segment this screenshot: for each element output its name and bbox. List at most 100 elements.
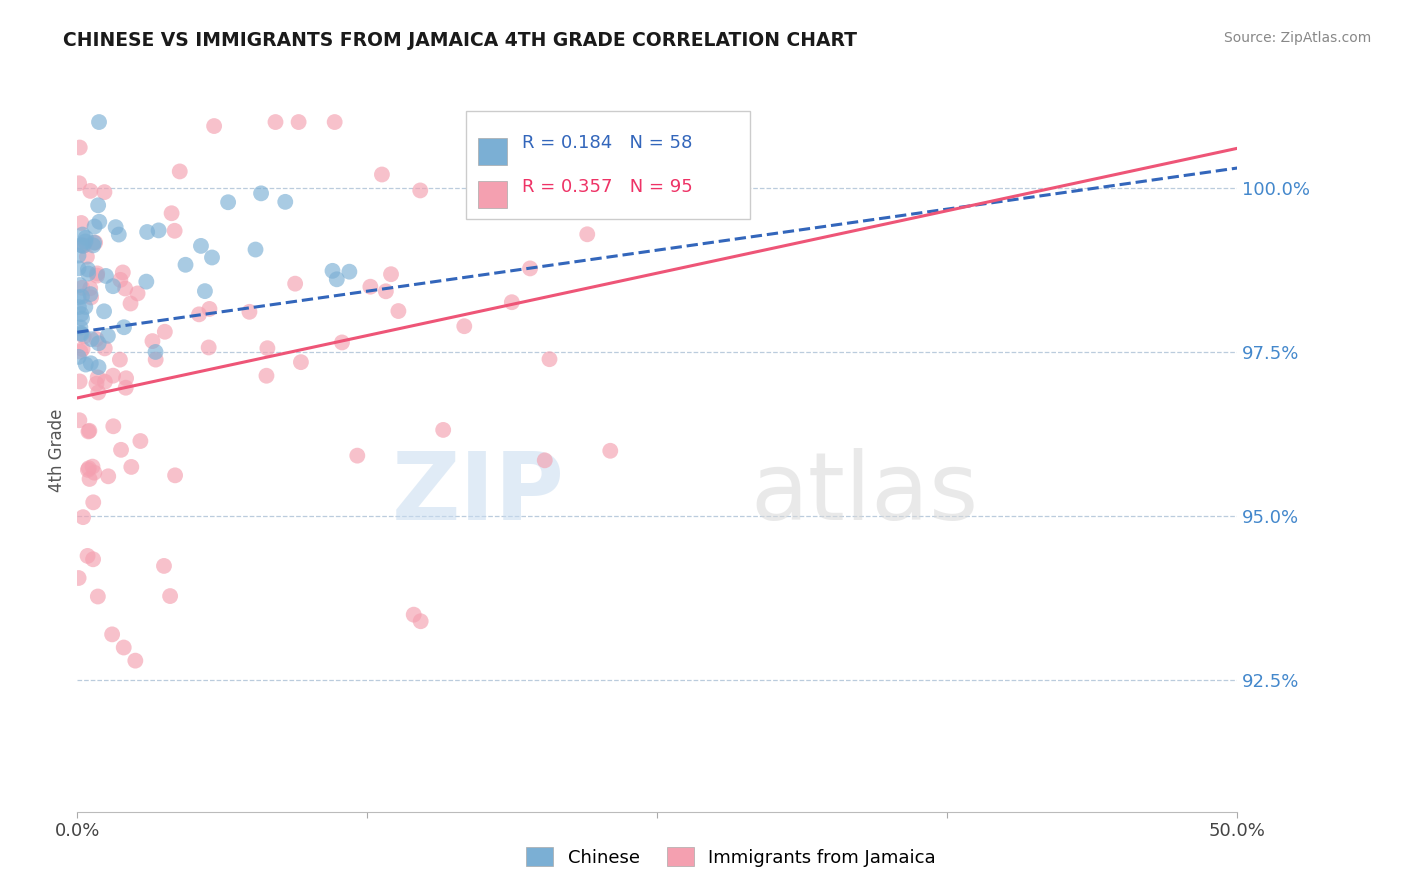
Point (83, 235, 105, 250)
Point (107, 227, 129, 242)
Point (94, 375, 117, 389)
Point (87, 359, 110, 374)
Point (67, 176, 90, 190)
Point (69, 344, 91, 359)
Point (274, 194, 297, 209)
Point (141, 334, 163, 348)
Point (110, 273, 132, 287)
Point (371, 168, 394, 182)
Point (409, 614, 432, 628)
Point (135, 275, 157, 289)
Point (94, 268, 117, 283)
Point (127, 286, 149, 301)
Point (264, 115, 287, 129)
Point (80, 332, 103, 346)
Point (114, 281, 136, 295)
Point (250, 186, 273, 201)
Point (69, 375, 91, 389)
Point (287, 115, 309, 129)
Point (190, 239, 212, 253)
Legend: Chinese, Immigrants from Jamaica: Chinese, Immigrants from Jamaica (519, 840, 943, 874)
Point (82, 238, 104, 252)
Point (453, 319, 475, 334)
Point (86, 268, 108, 283)
Point (120, 296, 142, 310)
Point (165, 468, 187, 483)
Point (73, 329, 96, 343)
Text: R = 0.184   N = 58: R = 0.184 N = 58 (522, 135, 692, 153)
Point (101, 368, 124, 383)
Point (72, 510, 94, 524)
Point (67, 290, 90, 304)
Point (77, 262, 100, 277)
Point (148, 223, 170, 237)
Point (67, 350, 90, 364)
Point (87, 385, 110, 400)
FancyBboxPatch shape (478, 181, 506, 209)
Point (84, 235, 107, 250)
Point (69, 320, 91, 334)
Text: Source: ZipAtlas.com: Source: ZipAtlas.com (1223, 31, 1371, 45)
Point (256, 368, 278, 383)
Point (70, 290, 93, 304)
Point (159, 589, 181, 603)
Point (93, 304, 115, 318)
Point (359, 279, 381, 293)
Point (202, 119, 225, 133)
Point (67, 571, 90, 585)
Point (174, 258, 197, 272)
Point (256, 341, 278, 355)
Text: atlas: atlas (751, 448, 979, 540)
Point (380, 267, 402, 281)
Point (374, 285, 396, 299)
Point (76, 250, 98, 264)
FancyBboxPatch shape (478, 138, 506, 165)
Point (79, 281, 101, 295)
Text: CHINESE VS IMMIGRANTS FROM JAMAICA 4TH GRADE CORRELATION CHART: CHINESE VS IMMIGRANTS FROM JAMAICA 4TH G… (63, 31, 858, 50)
Point (93, 185, 115, 199)
Point (245, 243, 267, 257)
Point (124, 654, 146, 668)
Point (129, 434, 152, 448)
Point (284, 277, 307, 291)
Point (70, 311, 93, 326)
Point (70, 327, 93, 342)
Point (101, 627, 124, 641)
Point (153, 558, 176, 573)
Point (77, 267, 100, 281)
Point (69, 326, 91, 340)
Point (75, 300, 97, 314)
Point (599, 443, 621, 458)
Point (82, 495, 104, 509)
Point (111, 265, 134, 279)
Point (330, 335, 353, 350)
Point (104, 220, 127, 235)
Point (145, 352, 167, 367)
Point (112, 320, 135, 334)
Point (73, 238, 96, 252)
Point (194, 284, 217, 298)
Point (67, 413, 90, 427)
Point (238, 305, 260, 319)
Point (432, 423, 454, 437)
Point (82, 552, 104, 566)
Point (576, 227, 599, 242)
Point (86, 267, 108, 281)
Point (67, 248, 90, 262)
Point (108, 352, 131, 367)
Point (201, 251, 224, 265)
Point (82, 459, 104, 474)
Point (72, 227, 94, 242)
Point (72, 342, 94, 356)
Point (76, 549, 98, 563)
Point (79, 184, 101, 198)
Point (145, 345, 167, 359)
Point (67, 300, 90, 314)
Point (97, 328, 120, 343)
Point (79, 287, 101, 301)
Text: R = 0.357   N = 95: R = 0.357 N = 95 (522, 178, 692, 195)
Point (70, 238, 93, 252)
Point (80, 290, 103, 304)
Point (87, 590, 110, 604)
Point (217, 195, 239, 210)
